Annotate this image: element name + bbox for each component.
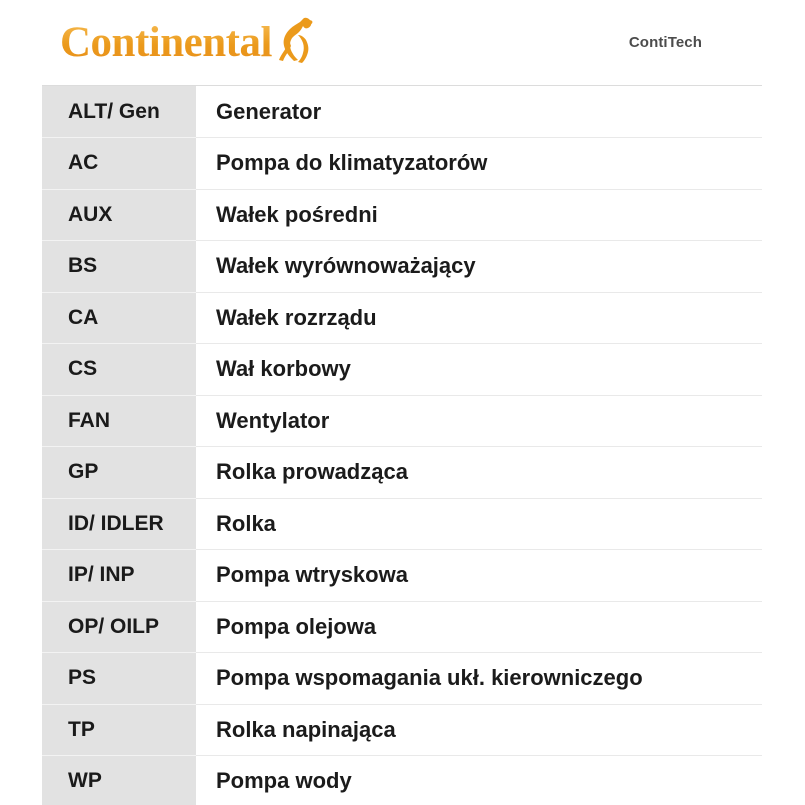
abbreviation-cell: FAN	[42, 395, 196, 447]
legend-card: Continental ContiTech ALT/ Gen Generator A…	[42, 0, 762, 805]
description-cell: Rolka	[196, 498, 762, 550]
description-cell: Pompa wtryskowa	[196, 549, 762, 602]
table-row: PS Pompa wspomagania ukł. kierowniczego	[42, 652, 762, 705]
description-cell: Pompa wspomagania ukł. kierowniczego	[196, 652, 762, 705]
table-row: BS Wałek wyrównoważający	[42, 240, 762, 293]
abbreviation-cell: GP	[42, 446, 196, 499]
abbreviation-cell: OP/ OILP	[42, 601, 196, 653]
description-cell: Pompa wody	[196, 755, 762, 805]
table-row: ID/ IDLER Rolka	[42, 498, 762, 550]
abbreviation-legend-table: ALT/ Gen Generator AC Pompa do klimatyzator…	[42, 86, 762, 805]
table-row: CS Wał korbowy	[42, 343, 762, 396]
description-cell: Wałek wyrównoważający	[196, 240, 762, 293]
description-cell: Generator	[196, 86, 762, 138]
legend-table-body: ALT/ Gen Generator AC Pompa do klimatyzator…	[42, 86, 762, 805]
description-cell: Wał korbowy	[196, 343, 762, 396]
abbreviation-cell: TP	[42, 704, 196, 756]
table-row: IP/ INP Pompa wtryskowa	[42, 549, 762, 602]
table-row: FAN Wentylator	[42, 395, 762, 447]
description-cell: Rolka prowadząca	[196, 446, 762, 499]
abbreviation-cell: IP/ INP	[42, 549, 196, 602]
abbreviation-cell: AC	[42, 137, 196, 190]
abbreviation-cell: WP	[42, 755, 196, 805]
table-row: AC Pompa do klimatyzatorów	[42, 137, 762, 190]
description-cell: Rolka napinająca	[196, 704, 762, 756]
abbreviation-cell: PS	[42, 652, 196, 705]
abbreviation-cell: BS	[42, 240, 196, 293]
description-cell: Wentylator	[196, 395, 762, 447]
description-cell: Wałek rozrządu	[196, 292, 762, 344]
table-row: WP Pompa wody	[42, 755, 762, 805]
description-cell: Pompa olejowa	[196, 601, 762, 653]
brand-wordmark: Continental	[60, 21, 276, 64]
continental-horse-logo-icon	[278, 17, 313, 63]
brand-header: Continental ContiTech	[42, 0, 762, 86]
description-cell: Wałek pośredni	[196, 189, 762, 241]
abbreviation-cell: ALT/ Gen	[42, 86, 196, 138]
brand-subtitle: ContiTech	[628, 34, 702, 51]
table-row: AUX Wałek pośredni	[42, 189, 762, 241]
table-row: OP/ OILP Pompa olejowa	[42, 601, 762, 653]
abbreviation-cell: CS	[42, 343, 196, 396]
brand-logo: Continental	[60, 17, 318, 65]
abbreviation-cell: CA	[42, 292, 196, 344]
abbreviation-cell: AUX	[42, 189, 196, 241]
description-cell: Pompa do klimatyzatorów	[196, 137, 762, 190]
abbreviation-cell: ID/ IDLER	[42, 498, 196, 550]
table-row: CA Wałek rozrządu	[42, 292, 762, 344]
table-row: GP Rolka prowadząca	[42, 446, 762, 499]
table-row: ALT/ Gen Generator	[42, 86, 762, 138]
table-row: TP Rolka napinająca	[42, 704, 762, 756]
